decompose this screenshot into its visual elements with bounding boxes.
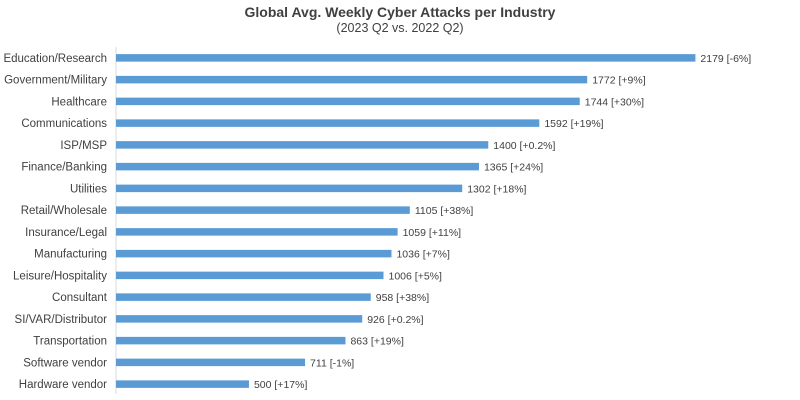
bar bbox=[116, 119, 540, 127]
bar bbox=[116, 141, 489, 149]
bar bbox=[116, 184, 463, 193]
category-label: Consultant bbox=[52, 292, 108, 304]
data-label: 1592 [+19%] bbox=[544, 118, 603, 130]
bar bbox=[116, 336, 346, 345]
category-label: Retail/Wholesale bbox=[21, 205, 107, 217]
category-label: Utilities bbox=[70, 183, 107, 195]
data-label: 863 [+19%] bbox=[350, 336, 404, 348]
bar bbox=[116, 162, 479, 171]
data-label: 926 [+0.2%] bbox=[367, 314, 423, 326]
data-label: 1772 [+9%] bbox=[592, 75, 646, 87]
bar bbox=[116, 97, 580, 106]
bar bbox=[116, 206, 410, 214]
bar bbox=[116, 315, 363, 323]
category-label: Government/Military bbox=[4, 75, 107, 87]
data-label: 1400 [+0.2%] bbox=[493, 140, 555, 152]
category-label: Finance/Banking bbox=[21, 162, 107, 174]
category-label: Leisure/Hospitality bbox=[13, 270, 107, 282]
category-label: Healthcare bbox=[51, 96, 107, 108]
category-label: Communications bbox=[21, 118, 107, 130]
bar bbox=[116, 249, 392, 258]
bar bbox=[116, 380, 249, 388]
chart-title: Global Avg. Weekly Cyber Attacks per Ind… bbox=[244, 4, 556, 20]
category-label: Transportation bbox=[33, 336, 107, 348]
bar bbox=[116, 75, 588, 84]
data-label: 958 [+38%] bbox=[376, 292, 430, 304]
data-label: 1036 [+7%] bbox=[396, 249, 450, 261]
category-label: Hardware vendor bbox=[19, 379, 107, 391]
bars-group: Education/Research 2179 [-6%] Government/M… bbox=[3, 53, 751, 391]
data-label: 2179 [-6%] bbox=[700, 53, 751, 65]
bar bbox=[116, 358, 306, 367]
data-label: 1006 [+5%] bbox=[389, 270, 443, 282]
bar bbox=[116, 54, 696, 62]
category-label: Software vendor bbox=[23, 357, 107, 369]
category-label: Education/Research bbox=[3, 53, 107, 65]
data-label: 1744 [+30%] bbox=[585, 96, 644, 108]
bar bbox=[116, 228, 398, 236]
category-label: Manufacturing bbox=[34, 249, 107, 261]
data-label: 711 [-1%] bbox=[310, 357, 354, 369]
data-label: 1059 [+11%] bbox=[403, 227, 462, 239]
data-label: 1302 [+18%] bbox=[467, 183, 526, 195]
chart-subtitle: (2023 Q2 vs. 2022 Q2) bbox=[336, 21, 464, 35]
bar bbox=[116, 293, 371, 301]
data-label: 1105 [+38%] bbox=[415, 205, 474, 217]
category-label: ISP/MSP bbox=[60, 140, 107, 152]
category-label: SI/VAR/Distributor bbox=[15, 314, 108, 326]
data-label: 1365 [+24%] bbox=[484, 162, 543, 174]
bar bbox=[116, 271, 384, 280]
data-label: 500 [+17%] bbox=[254, 379, 308, 391]
category-label: Insurance/Legal bbox=[25, 227, 107, 239]
